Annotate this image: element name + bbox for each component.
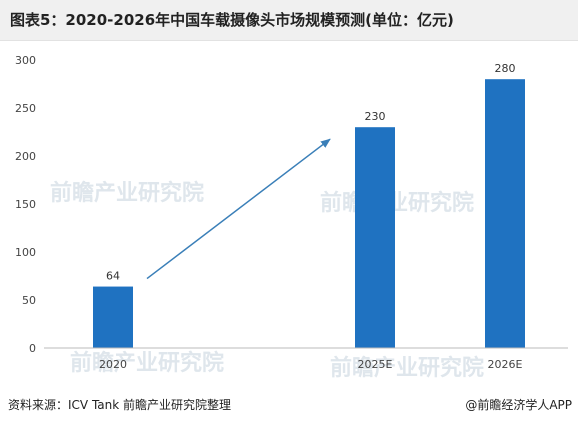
bar-series xyxy=(93,79,525,348)
trend-arrow xyxy=(146,138,331,280)
y-tick-label: 150 xyxy=(15,198,36,211)
x-tick-label: 2020 xyxy=(99,358,127,371)
y-tick-label: 300 xyxy=(15,54,36,67)
bar xyxy=(93,286,133,348)
bar xyxy=(485,79,525,348)
data-label: 64 xyxy=(106,270,120,283)
y-tick-label: 250 xyxy=(15,102,36,115)
credit-note: @前瞻经济学人APP xyxy=(465,398,572,412)
x-tick-label: 2026E xyxy=(488,358,523,371)
data-label: 230 xyxy=(365,110,386,123)
data-label: 280 xyxy=(495,62,516,75)
bar xyxy=(355,127,395,348)
y-tick-label: 50 xyxy=(22,294,36,307)
chart-title: 图表5：2020-2026年中国车载摄像头市场规模预测(单位：亿元) xyxy=(10,11,454,29)
x-tick-label: 2025E xyxy=(358,358,393,371)
watermark-text: 前瞻产业研究院 xyxy=(70,350,224,376)
data-label-layer: 64 230 280 xyxy=(106,62,516,282)
y-tick-label: 0 xyxy=(29,342,36,355)
watermark-text: 前瞻产业研究院 xyxy=(320,190,474,216)
y-tick-label: 200 xyxy=(15,150,36,163)
watermark-text: 前瞻产业研究院 xyxy=(330,355,484,381)
source-note: 资料来源：ICV Tank 前瞻产业研究院整理 xyxy=(8,398,232,412)
y-axis: 0 50 100 150 200 250 300 xyxy=(15,54,36,355)
x-axis: 2020 2025E 2026E xyxy=(44,347,568,371)
title-bar: 图表5：2020-2026年中国车载摄像头市场规模预测(单位：亿元) xyxy=(0,0,578,41)
y-tick-label: 100 xyxy=(15,246,36,259)
watermark-text: 前瞻产业研究院 xyxy=(50,180,204,206)
